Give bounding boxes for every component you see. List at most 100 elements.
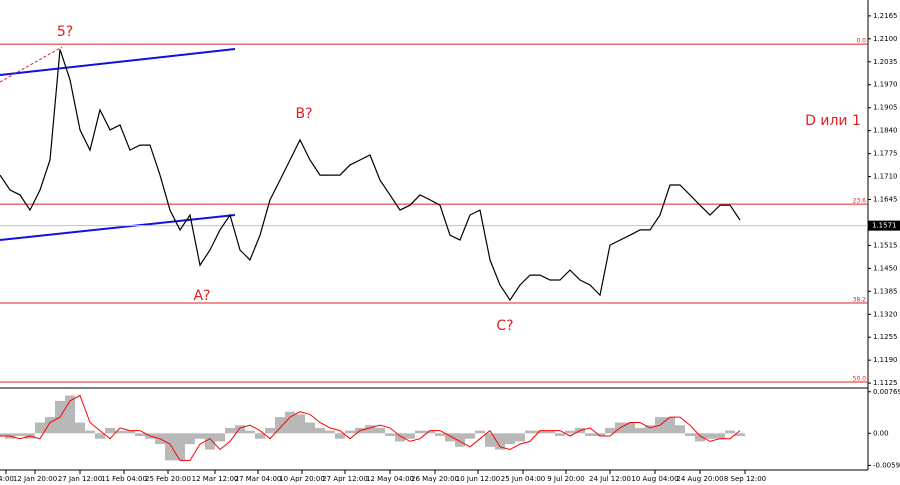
oscillator-bar [205,433,215,450]
fib-label: 23.6 [853,198,867,205]
oscillator-bar [365,425,375,434]
oscillator-bar [235,425,245,434]
y-tick-label: 1.1320 [873,310,898,318]
oscillator-bar [685,433,695,437]
oscillator-bar [665,417,675,434]
oscillator-bar [225,427,235,434]
oscillator-bar [115,430,125,434]
oscillator-bar [545,430,555,434]
y-tick-label: 1.2100 [873,35,898,43]
fib-label: 38.2 [853,296,867,303]
oscillator-bar [695,433,705,442]
oscillator-bar [75,422,85,434]
oscillator-bar [85,430,95,434]
oscillator-bar [405,433,415,439]
oscillator-bar [315,427,325,434]
x-tick-label: 9 Jul 20:00 [547,475,585,483]
oscillator-bar [375,427,385,434]
x-tick-label: 25 Feb 20:00 [145,475,191,483]
oscillator-bar [325,430,335,434]
oscillator-bar [165,433,175,461]
oscillator-bar [395,433,405,442]
oscillator-bar [45,417,55,434]
wave-label: B? [295,106,312,122]
oscillator-bar [65,395,75,434]
oscillator-bar [135,433,145,437]
x-tick-label: 12 Jan 20:00 [13,475,57,483]
y-tick-label: 1.1645 [873,196,898,204]
y-tick-label: 1.2035 [873,58,898,66]
x-tick-label: 11 Feb 04:00 [101,475,147,483]
y-tick-label: 1.1840 [873,127,898,135]
last-price-label: 1.1571 [872,222,897,230]
oscillator-bar [595,433,605,437]
x-tick-label: 10 Apr 20:00 [279,475,325,483]
oscillator-bar [295,414,305,434]
y-tick-label: 1.1125 [873,379,898,387]
trend-line-dashed [0,46,63,83]
oscillator-bar [455,433,465,447]
oscillator-bar [445,433,455,442]
y-tick-label: 1.1515 [873,241,898,249]
oscillator-bar [245,430,255,434]
oscillator-bar [645,425,655,434]
oscillator-bar [255,433,265,439]
x-tick-label: 26 May 20:00 [411,475,459,483]
signal-line [0,394,741,461]
oscillator-bar [725,430,735,434]
oscillator-bar [495,433,505,450]
x-tick-label: 8 Sep 12:00 [724,475,766,483]
oscillator-bar [425,430,435,434]
x-tick-label: 25 Jun 04:00 [501,475,545,483]
x-tick-label: 24 Jul 12:00 [589,475,631,483]
y-tick-label: 1.1255 [873,333,898,341]
oscillator-bar [415,430,425,434]
oscillator-bar [435,433,445,437]
oscillator-bar [535,430,545,434]
wave-label: 5? [57,24,73,40]
oscillator-bar [735,433,745,437]
oscillator-bar [195,433,205,439]
price-line [0,49,741,302]
y-tick-label: 1.1970 [873,81,898,89]
y-tick-label: -0.00593 [873,461,900,469]
oscillator-bar [215,433,225,442]
oscillator-bar [605,427,615,434]
oscillator-bar [345,430,355,434]
x-tick-label: 24 Aug 20:00 [676,475,723,483]
wave-label: D или 1 [805,113,861,129]
oscillator-bar [0,433,5,437]
y-tick-label: 1.1710 [873,173,898,181]
oscillator-bar [95,433,105,439]
oscillator-bar [385,433,395,437]
oscillator-bar [635,427,645,434]
x-tick-label: 27 Apr 12:00 [322,475,368,483]
y-tick-label: 1.1905 [873,104,898,112]
oscillator-bar [585,433,595,437]
oscillator-bar [465,433,475,439]
oscillator-bar [185,433,195,445]
oscillator-bar [285,411,295,434]
oscillator-bar [555,433,565,437]
y-tick-label: 1.1450 [873,264,898,272]
oscillator-bar [515,433,525,442]
x-tick-label: 10 Aug 04:00 [631,475,678,483]
oscillator-bar [335,433,345,439]
oscillator-bar [705,433,715,439]
x-tick-label: 27 Mar 04:00 [235,475,282,483]
y-tick-label: 1.1775 [873,150,898,158]
oscillator-bar [485,433,495,447]
wave-label: A? [193,288,210,304]
y-tick-label: 0.00 [873,429,889,437]
trend-line [0,48,236,76]
x-tick-label: 10 Jun 12:00 [456,475,500,483]
y-tick-label: 1.1385 [873,287,898,295]
y-tick-label: 0.00769 [873,388,900,396]
oscillator-bar [525,430,535,434]
oscillator-bar [35,422,45,434]
wave-label: C? [496,318,513,334]
trend-line [0,214,236,241]
oscillator-bar [625,422,635,434]
oscillator-bar [265,427,275,434]
